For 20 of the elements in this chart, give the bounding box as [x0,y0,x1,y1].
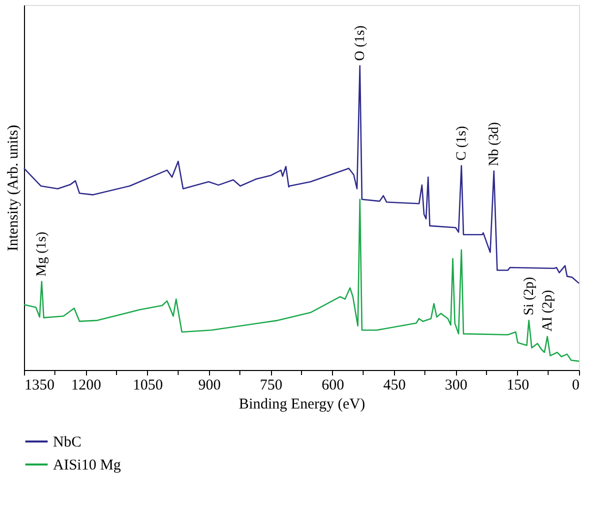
x-tick-label: 750 [260,378,282,394]
annotation: Nb (3d) [486,122,502,166]
y-axis-title: Intensity (Arb. units) [6,124,22,252]
x-tick-label: 150 [506,378,530,394]
annotation: AI (2p) [540,290,556,332]
x-tick-label: 1050 [132,378,163,394]
x-tick-label: 1350 [24,378,54,394]
x-tick-label: 1200 [71,378,102,394]
x-tick-label: 0 [572,378,580,394]
annotation: Si (2p) [522,276,537,316]
x-tick-label: 450 [383,378,406,394]
x-tick-label: 900 [198,378,221,394]
annotation: C (1s) [454,126,470,161]
x-axis-title: Binding Energy (eV) [238,396,366,412]
x-tick-label: 600 [322,378,344,394]
annotation: O (1s) [352,25,368,61]
annotation: Mg (1s) [34,231,50,276]
legend-label: NbC [53,434,82,450]
legend-label: AISi10 Mg [53,458,122,474]
x-tick-label: 300 [444,378,468,394]
